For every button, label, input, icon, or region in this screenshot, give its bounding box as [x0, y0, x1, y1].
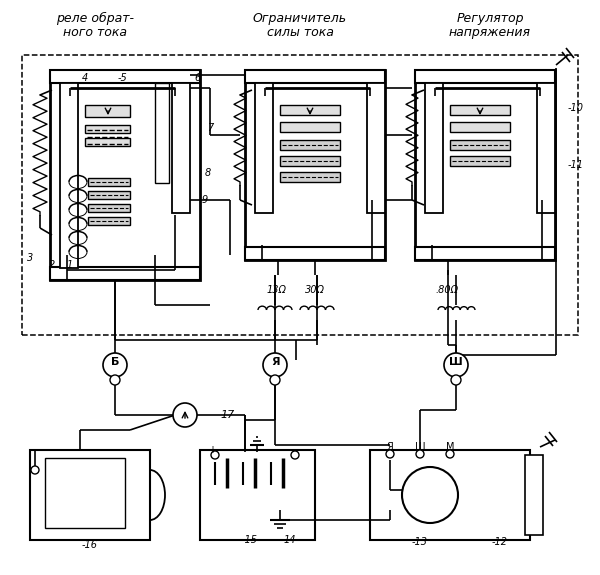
- Text: 9: 9: [202, 195, 208, 205]
- Text: 3: 3: [27, 253, 33, 263]
- Bar: [50, 70, 200, 280]
- Bar: [60, 83, 78, 268]
- Text: Регулятор: Регулятор: [456, 12, 524, 25]
- Bar: [245, 70, 385, 83]
- Text: -10: -10: [568, 103, 584, 113]
- Text: 30Ω: 30Ω: [305, 285, 325, 295]
- Bar: [280, 140, 340, 150]
- Bar: [45, 458, 125, 528]
- Text: реле обрат-: реле обрат-: [56, 12, 134, 25]
- Circle shape: [386, 450, 394, 458]
- Circle shape: [402, 467, 458, 523]
- Text: ного тока: ного тока: [63, 26, 127, 39]
- Bar: [200, 450, 315, 540]
- Text: Б: Б: [111, 357, 119, 367]
- Circle shape: [270, 375, 280, 385]
- Circle shape: [31, 466, 39, 474]
- Text: -5: -5: [117, 73, 127, 83]
- Text: +: +: [208, 445, 216, 455]
- Circle shape: [263, 353, 287, 377]
- Text: силы тока: силы тока: [266, 26, 334, 39]
- Bar: [172, 83, 190, 213]
- Text: М: М: [446, 442, 454, 452]
- Text: 4: 4: [82, 73, 88, 83]
- Text: .80Ω: .80Ω: [435, 285, 458, 295]
- Text: -12: -12: [492, 537, 508, 547]
- Bar: [367, 83, 385, 213]
- Circle shape: [416, 450, 424, 458]
- Text: -15: -15: [242, 535, 258, 545]
- Bar: [30, 450, 150, 540]
- Bar: [415, 247, 555, 260]
- Bar: [245, 247, 385, 260]
- Text: 6: 6: [195, 73, 201, 83]
- Bar: [255, 83, 273, 213]
- Bar: [450, 140, 510, 150]
- Circle shape: [444, 353, 468, 377]
- Text: 8: 8: [205, 168, 211, 178]
- Bar: [245, 70, 385, 260]
- Text: -11: -11: [568, 160, 584, 170]
- Bar: [280, 172, 340, 182]
- Text: 7: 7: [207, 123, 213, 133]
- Bar: [280, 105, 340, 115]
- Text: Я: Я: [386, 442, 394, 452]
- Text: Я: Я: [271, 357, 279, 367]
- Bar: [280, 156, 340, 166]
- Bar: [425, 83, 443, 213]
- Circle shape: [211, 451, 219, 459]
- Bar: [50, 267, 200, 280]
- Bar: [50, 70, 200, 83]
- Circle shape: [110, 375, 120, 385]
- Bar: [280, 122, 340, 132]
- Text: -: -: [296, 445, 300, 455]
- Text: Ограничитель: Ограничитель: [253, 12, 347, 25]
- Bar: [415, 70, 555, 83]
- Bar: [85, 125, 130, 133]
- Circle shape: [103, 353, 127, 377]
- Bar: [450, 105, 510, 115]
- Circle shape: [291, 451, 299, 459]
- Circle shape: [451, 375, 461, 385]
- Text: Ш: Ш: [449, 357, 463, 367]
- Text: Ш: Ш: [415, 442, 425, 452]
- Text: 14: 14: [284, 535, 296, 545]
- Bar: [85, 105, 130, 117]
- Bar: [370, 450, 530, 540]
- Bar: [88, 204, 130, 212]
- Text: -16: -16: [82, 540, 98, 550]
- Bar: [88, 178, 130, 186]
- Bar: [537, 83, 555, 213]
- Text: напряжения: напряжения: [449, 26, 531, 39]
- Bar: [155, 83, 169, 183]
- Bar: [22, 55, 578, 335]
- Bar: [415, 70, 555, 260]
- Text: -13: -13: [412, 537, 428, 547]
- Bar: [450, 156, 510, 166]
- Bar: [450, 122, 510, 132]
- Text: 17: 17: [220, 410, 234, 420]
- Circle shape: [173, 403, 197, 427]
- Text: 2: 2: [49, 260, 55, 270]
- Bar: [88, 191, 130, 199]
- Circle shape: [446, 450, 454, 458]
- Bar: [88, 217, 130, 225]
- Bar: [85, 138, 130, 146]
- Bar: [525, 455, 543, 535]
- Text: 1: 1: [67, 260, 73, 270]
- Text: 13Ω: 13Ω: [267, 285, 287, 295]
